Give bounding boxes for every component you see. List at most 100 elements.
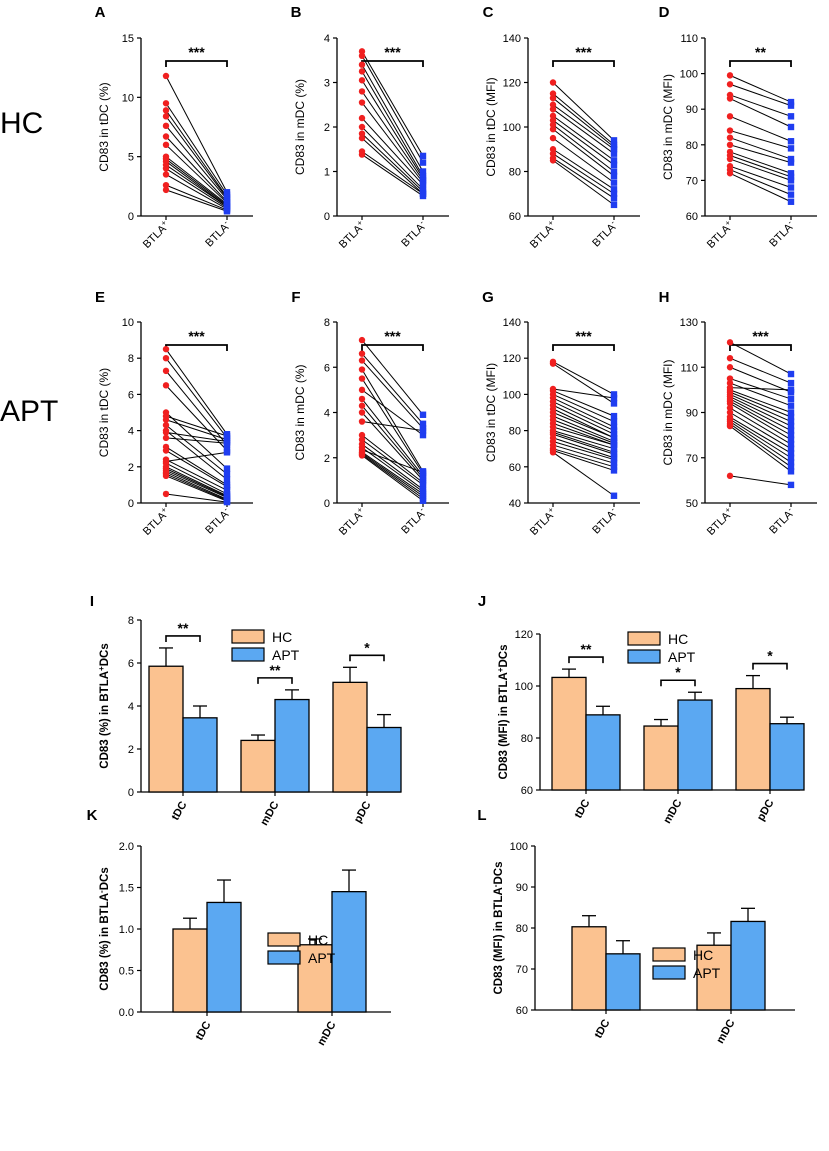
btla-pos-point-E	[162, 447, 170, 454]
significance-bracket-J	[752, 662, 788, 670]
pair-line-A	[165, 184, 228, 211]
btla-neg-point-H	[787, 463, 795, 470]
pair-line-G	[552, 430, 615, 450]
pair-line-D	[729, 144, 792, 164]
panel-label-D: D	[659, 4, 670, 21]
pair-line-H	[729, 389, 792, 413]
pair-line-A	[165, 158, 228, 206]
y-tick-label-I: 4	[128, 701, 134, 713]
btla-neg-point-C	[610, 201, 618, 209]
y-tick-label-I: 6	[128, 658, 134, 670]
btla-pos-point-C	[549, 134, 557, 142]
pair-line-H	[729, 387, 792, 391]
panel-label-A: A	[95, 4, 106, 21]
pair-line-F	[361, 405, 424, 479]
pair-line-H	[729, 382, 792, 407]
x-tick-label-F: BTLA-	[398, 505, 429, 536]
y-tick-label-G: 40	[509, 498, 521, 510]
significance-bracket-E	[165, 344, 228, 351]
y-tick-label-A: 15	[122, 33, 134, 45]
pair-line-C	[552, 137, 615, 184]
pair-line-H	[729, 418, 792, 459]
btla-pos-point-D	[726, 127, 734, 134]
y-tick-label-F: 4	[324, 408, 330, 420]
btla-neg-point-D	[787, 102, 795, 109]
legend-label-apt: APT	[272, 647, 300, 663]
btla-pos-point-F	[358, 375, 366, 382]
btla-pos-point-C	[549, 126, 557, 133]
btla-pos-point-B	[358, 52, 366, 59]
btla-neg-point-F	[419, 497, 427, 504]
btla-pos-point-G	[549, 360, 557, 367]
x-tick-label-sup: +	[723, 218, 733, 228]
bar-hc-J	[643, 725, 679, 791]
pair-line-B	[361, 126, 424, 190]
pair-line-G	[552, 451, 615, 497]
x-tick-label-A: BTLA+	[139, 218, 172, 251]
btla-neg-point-C	[610, 168, 618, 175]
pair-line-D	[729, 94, 792, 117]
x-tick-label-E: BTLA-	[202, 505, 233, 536]
btla-neg-point-C	[610, 161, 618, 169]
pair-line-G	[552, 415, 615, 442]
y-axis-label-part: -	[97, 890, 106, 893]
significance-bracket-F	[361, 344, 424, 351]
btla-neg-point-H	[787, 468, 795, 475]
y-axis-label-K: CD83 (%) in BTLA-DCs	[97, 867, 111, 990]
pair-line-C	[552, 93, 615, 146]
pair-line-G	[552, 404, 615, 435]
y-tick-label-G: 120	[503, 353, 521, 365]
x-tick-label-E: BTLA+	[139, 505, 172, 538]
btla-pos-point-H	[726, 379, 734, 387]
pair-line-D	[729, 151, 792, 174]
btla-neg-point-A	[223, 208, 231, 215]
y-axis-label-part: CD83 (%) in BTLA	[99, 671, 111, 769]
y-tick-label-D: 80	[686, 140, 698, 152]
btla-neg-point-C	[610, 150, 618, 157]
btla-pos-point-C	[549, 117, 557, 124]
pair-line-A	[165, 136, 228, 203]
btla-pos-point-F	[358, 418, 366, 425]
significance-bracket-H	[729, 344, 792, 351]
pair-line-A	[165, 168, 228, 209]
panel-label-H: H	[659, 289, 670, 306]
btla-neg-point-F	[419, 481, 427, 489]
btla-neg-point-D	[787, 113, 795, 120]
pair-line-B	[361, 64, 424, 172]
panel-label-I: I	[90, 593, 94, 610]
pair-line-F	[361, 455, 424, 502]
pair-line-D	[729, 74, 792, 103]
y-tick-label-H: 110	[680, 362, 698, 374]
pair-line-F	[361, 452, 424, 497]
pair-line-F	[361, 449, 424, 473]
bar-apt-I	[182, 717, 218, 793]
x-tick-label-sup: +	[355, 218, 365, 228]
pair-line-G	[552, 363, 615, 404]
y-tick-label-F: 2	[324, 453, 330, 465]
x-tick-label-sup: +	[723, 505, 733, 515]
significance-bracket-J	[660, 679, 696, 687]
btla-neg-point-C	[610, 179, 618, 186]
btla-neg-point-E	[223, 470, 231, 478]
btla-pos-point-E	[162, 416, 170, 423]
btla-pos-point-E	[162, 345, 170, 353]
pair-line-E	[165, 493, 228, 503]
legend-label-apt: APT	[668, 649, 696, 665]
panel-label-G: G	[482, 289, 494, 306]
btla-pos-point-C	[549, 79, 557, 86]
btla-neg-point-B	[419, 192, 427, 200]
pair-line-G	[552, 401, 615, 432]
btla-neg-point-H	[787, 459, 795, 466]
pair-line-D	[729, 158, 792, 181]
pair-line-B	[361, 102, 424, 183]
pair-line-C	[552, 97, 615, 148]
pair-line-G	[552, 397, 615, 428]
pair-line-B	[361, 151, 424, 195]
x-tick-label-I: pDC	[352, 799, 374, 825]
pair-line-D	[729, 172, 792, 203]
btla-neg-point-H	[787, 431, 795, 439]
x-tick-label-B: BTLA-	[398, 218, 429, 249]
legend-label-hc: HC	[668, 631, 688, 647]
pair-line-E	[165, 451, 228, 462]
btla-neg-point-G	[610, 434, 618, 442]
